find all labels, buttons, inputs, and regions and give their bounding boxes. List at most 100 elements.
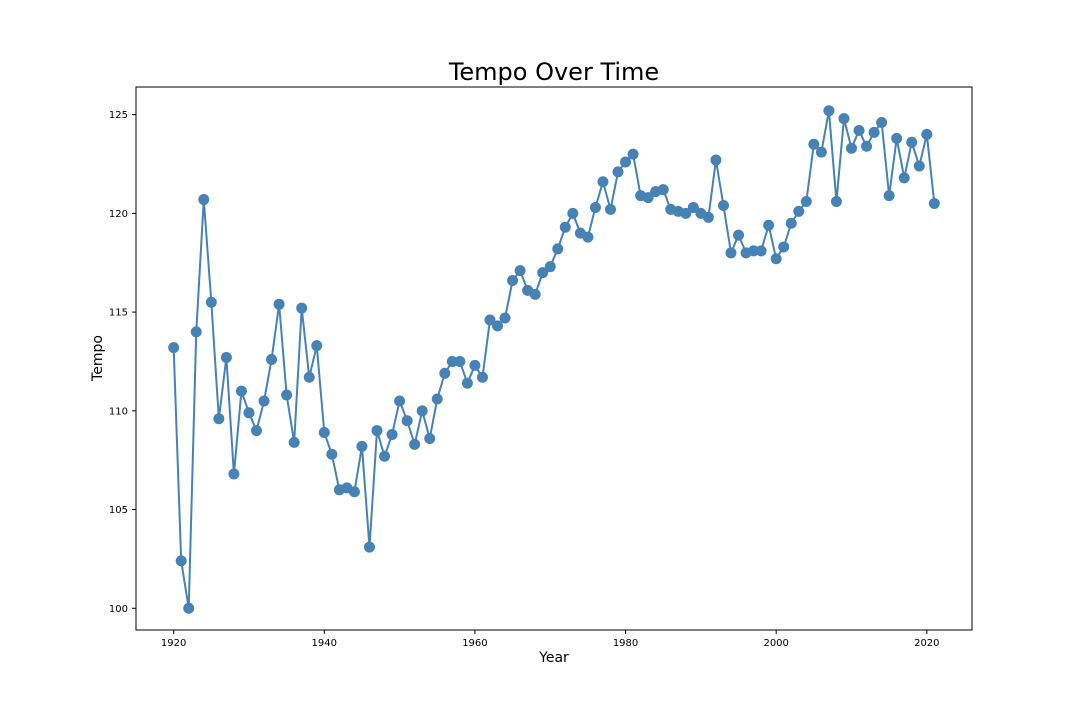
- data-point: [514, 265, 526, 277]
- data-point: [928, 197, 940, 209]
- data-point: [537, 267, 549, 279]
- y-axis: 100 105 110 115 120 125: [109, 110, 136, 615]
- data-point: [800, 196, 812, 208]
- data-point: [906, 136, 918, 148]
- data-point: [883, 190, 895, 202]
- x-tick-label: 1960: [462, 638, 487, 649]
- data-point: [853, 124, 865, 136]
- x-tick-label: 2000: [763, 638, 788, 649]
- data-point: [424, 432, 436, 444]
- data-point: [401, 415, 413, 427]
- data-point: [597, 176, 609, 188]
- y-tick-label: 120: [109, 209, 128, 220]
- data-point: [190, 326, 202, 338]
- data-point: [589, 201, 601, 213]
- data-point: [258, 395, 270, 407]
- data-point: [785, 217, 797, 229]
- y-tick-label: 125: [109, 110, 128, 121]
- data-point: [748, 245, 760, 257]
- data-point: [439, 367, 451, 379]
- data-point: [446, 355, 458, 367]
- data-point: [529, 288, 541, 300]
- data-point: [318, 427, 330, 439]
- data-point: [363, 541, 375, 553]
- data-point: [755, 245, 767, 257]
- data-point: [680, 207, 692, 219]
- data-point: [559, 221, 571, 233]
- data-point: [717, 199, 729, 211]
- data-point: [492, 320, 504, 332]
- x-tick-label: 1920: [161, 638, 186, 649]
- data-point: [251, 425, 263, 437]
- series-tempo: [168, 105, 940, 614]
- x-tick-label: 1940: [312, 638, 337, 649]
- data-point: [273, 298, 285, 310]
- x-axis: 1920 1940 1960 1980 2000 2020: [161, 630, 940, 649]
- data-point: [898, 172, 910, 184]
- data-point: [891, 132, 903, 144]
- data-point: [348, 486, 360, 498]
- data-point: [876, 117, 888, 129]
- data-point: [830, 196, 842, 208]
- data-point: [913, 160, 925, 172]
- data-point: [770, 253, 782, 265]
- data-point: [326, 448, 338, 460]
- data-point: [213, 413, 225, 425]
- series-line: [172, 110, 936, 609]
- y-tick-label: 110: [109, 406, 128, 417]
- data-point: [431, 393, 443, 405]
- data-point: [235, 385, 247, 397]
- data-point: [921, 128, 933, 140]
- data-point: [469, 359, 481, 371]
- data-point: [612, 166, 624, 178]
- data-point: [702, 211, 714, 223]
- data-point: [604, 203, 616, 215]
- data-point: [657, 184, 669, 196]
- data-point: [627, 148, 639, 160]
- data-point: [183, 602, 195, 614]
- data-point: [868, 126, 880, 138]
- x-tick-label: 1980: [613, 638, 638, 649]
- data-point: [710, 154, 722, 166]
- data-point: [228, 468, 240, 480]
- data-point: [763, 219, 775, 231]
- data-point: [288, 436, 300, 448]
- y-axis-label: Tempo: [90, 335, 106, 382]
- data-point: [507, 275, 519, 287]
- y-tick-label: 105: [109, 505, 128, 516]
- data-point: [281, 389, 293, 401]
- data-point: [687, 201, 699, 213]
- data-point: [379, 450, 391, 462]
- data-point: [175, 555, 187, 567]
- data-point: [582, 231, 594, 243]
- chart-title: Tempo Over Time: [448, 58, 659, 86]
- data-point: [499, 312, 511, 324]
- data-point: [733, 229, 745, 241]
- data-point: [567, 207, 579, 219]
- data-point: [484, 314, 496, 326]
- data-point: [552, 243, 564, 255]
- data-point: [243, 407, 255, 419]
- x-axis-label: Year: [538, 650, 569, 666]
- data-point: [823, 105, 835, 117]
- y-tick-label: 100: [109, 604, 128, 615]
- data-point: [416, 405, 428, 417]
- data-point: [454, 355, 466, 367]
- data-point: [356, 440, 368, 452]
- data-point: [544, 261, 556, 273]
- data-point: [220, 352, 232, 364]
- data-point: [205, 296, 217, 308]
- plot-area: [135, 86, 973, 631]
- data-point: [793, 205, 805, 217]
- data-point: [303, 371, 315, 383]
- data-point: [808, 138, 820, 150]
- data-point: [168, 342, 180, 354]
- data-point: [815, 146, 827, 158]
- data-point: [620, 156, 632, 168]
- data-point: [861, 140, 873, 152]
- data-point: [371, 425, 383, 437]
- data-point: [296, 302, 308, 314]
- data-point: [838, 113, 850, 125]
- data-point: [461, 377, 473, 389]
